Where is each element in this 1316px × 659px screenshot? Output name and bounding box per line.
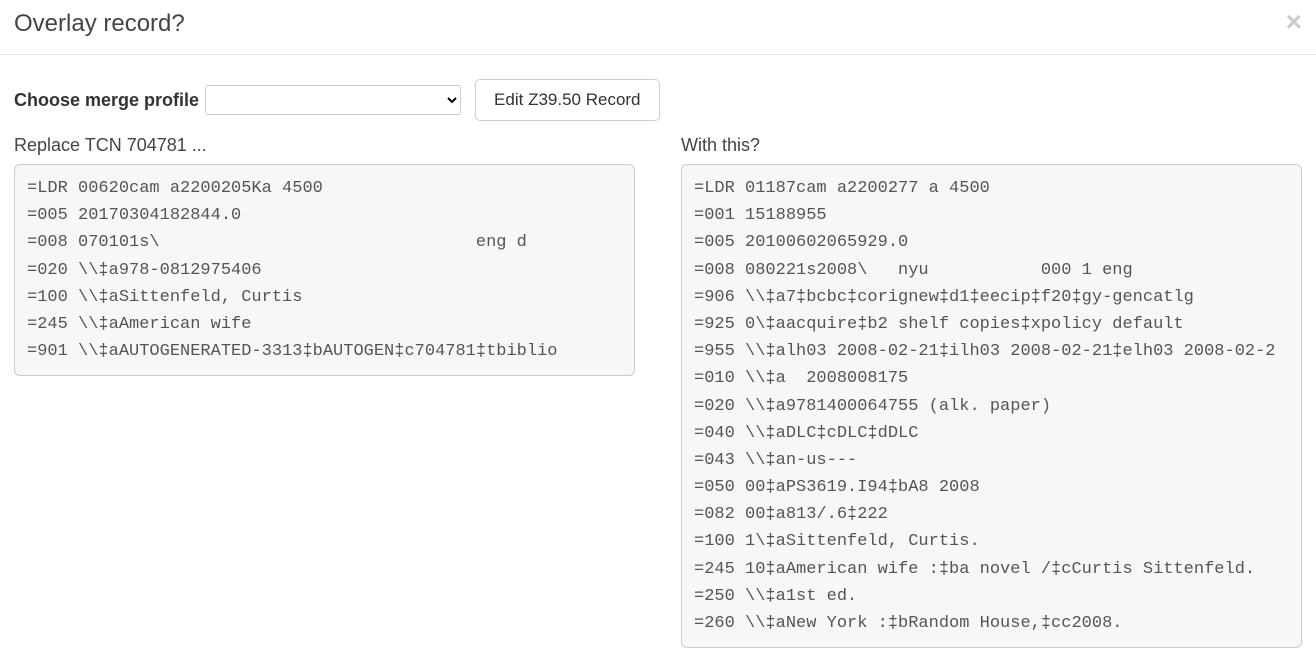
record-columns: Replace TCN 704781 ... =LDR 00620cam a22… [0, 135, 1316, 648]
controls-row: Choose merge profile Edit Z39.50 Record [0, 55, 1316, 135]
edit-z3950-record-button[interactable]: Edit Z39.50 Record [475, 79, 659, 121]
right-column: With this? =LDR 01187cam a2200277 a 4500… [681, 135, 1302, 648]
right-column-heading: With this? [681, 135, 1302, 156]
modal-title: Overlay record? [14, 10, 1302, 38]
right-record-box: =LDR 01187cam a2200277 a 4500 =001 15188… [681, 164, 1302, 648]
modal-header: Overlay record? × [0, 0, 1316, 55]
left-column-heading: Replace TCN 704781 ... [14, 135, 635, 156]
left-column: Replace TCN 704781 ... =LDR 00620cam a22… [14, 135, 635, 648]
left-record-box: =LDR 00620cam a2200205Ka 4500 =005 20170… [14, 164, 635, 376]
merge-profile-select[interactable] [205, 85, 461, 115]
close-icon[interactable]: × [1286, 8, 1302, 36]
merge-profile-label: Choose merge profile [14, 90, 199, 111]
